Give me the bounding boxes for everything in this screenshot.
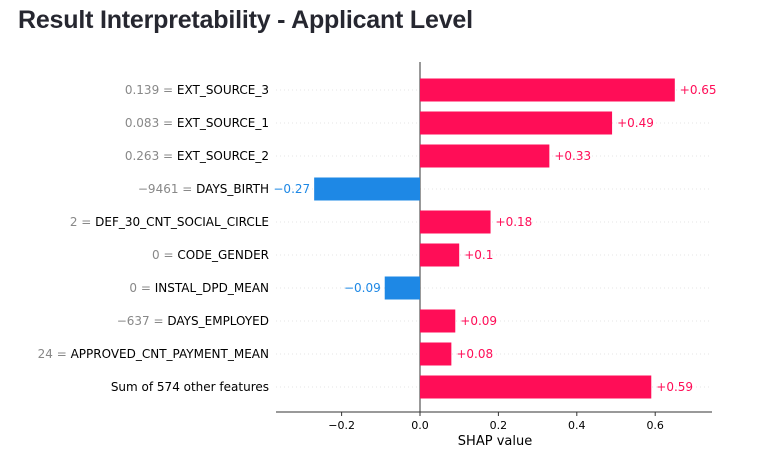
- value-label: +0.08: [456, 347, 493, 361]
- feature-value: 0 =: [129, 281, 154, 295]
- feature-label: Sum of 574 other features: [111, 380, 269, 394]
- x-tick-label: −0.2: [328, 419, 355, 432]
- value-label: +0.65: [680, 83, 717, 97]
- x-tick-label: 0.0: [411, 419, 429, 432]
- value-label: +0.09: [460, 314, 497, 328]
- feature-label: 0 = INSTAL_DPD_MEAN: [129, 281, 269, 295]
- feature-value: 0.263 =: [125, 149, 177, 163]
- feature-label: 2 = DEF_30_CNT_SOCIAL_CIRCLE: [70, 215, 269, 229]
- feature-label: 0.263 = EXT_SOURCE_2: [125, 149, 269, 163]
- value-label: +0.49: [617, 116, 654, 130]
- bar: [420, 375, 652, 399]
- bar: [384, 276, 420, 300]
- feature-name: DAYS_BIRTH: [196, 182, 269, 196]
- value-label: +0.33: [554, 149, 591, 163]
- bar: [420, 111, 613, 135]
- feature-name: DAYS_EMPLOYED: [167, 314, 269, 328]
- feature-value: 2 =: [70, 215, 95, 229]
- feature-value: −637 =: [117, 314, 168, 328]
- feature-name: EXT_SOURCE_3: [177, 83, 269, 97]
- bars: [314, 78, 675, 399]
- feature-name: EXT_SOURCE_1: [177, 116, 269, 130]
- bar: [420, 144, 550, 168]
- feature-label: 0 = CODE_GENDER: [152, 248, 269, 262]
- feature-label: 24 = APPROVED_CNT_PAYMENT_MEAN: [38, 347, 269, 361]
- page-title: Result Interpretability - Applicant Leve…: [18, 6, 473, 34]
- feature-name: Sum of 574 other features: [111, 380, 269, 394]
- feature-name: APPROVED_CNT_PAYMENT_MEAN: [71, 347, 269, 361]
- value-label: −0.27: [273, 182, 310, 196]
- row-gridlines: [276, 89, 712, 388]
- feature-name: DEF_30_CNT_SOCIAL_CIRCLE: [95, 215, 269, 229]
- feature-label: 0.139 = EXT_SOURCE_3: [125, 83, 269, 97]
- feature-name: EXT_SOURCE_2: [177, 149, 269, 163]
- feature-value: −9461 =: [138, 182, 196, 196]
- x-ticks: −0.2 0.0 0.2 0.4 0.6: [328, 412, 664, 432]
- feature-label: −637 = DAYS_EMPLOYED: [117, 314, 269, 328]
- bar: [420, 78, 675, 102]
- feature-label: −9461 = DAYS_BIRTH: [138, 182, 269, 196]
- bar: [420, 309, 456, 333]
- x-tick-label: 0.4: [568, 419, 586, 432]
- bar: [420, 342, 452, 366]
- feature-labels: 0.139 = EXT_SOURCE_3 0.083 = EXT_SOURCE_1…: [38, 83, 269, 394]
- feature-value: 0.139 =: [125, 83, 177, 97]
- bar: [420, 210, 491, 234]
- bar: [420, 243, 460, 267]
- x-axis-title: SHAP value: [458, 434, 532, 449]
- value-labels: +0.65 +0.49 +0.33 −0.27 +0.18 +0.1 −0.09 +0.09 +…: [273, 83, 716, 394]
- feature-name: CODE_GENDER: [177, 248, 269, 262]
- x-tick-label: 0.6: [646, 419, 664, 432]
- value-label: +0.59: [656, 380, 693, 394]
- bar: [314, 177, 420, 201]
- feature-name: INSTAL_DPD_MEAN: [155, 281, 269, 295]
- feature-value: 0 =: [152, 248, 177, 262]
- x-tick-label: 0.2: [490, 419, 508, 432]
- value-label: −0.09: [344, 281, 381, 295]
- feature-value: 0.083 =: [125, 116, 177, 130]
- value-label: +0.18: [496, 215, 533, 229]
- value-label: +0.1: [464, 248, 493, 262]
- feature-value: 24 =: [38, 347, 71, 361]
- feature-label: 0.083 = EXT_SOURCE_1: [125, 116, 269, 130]
